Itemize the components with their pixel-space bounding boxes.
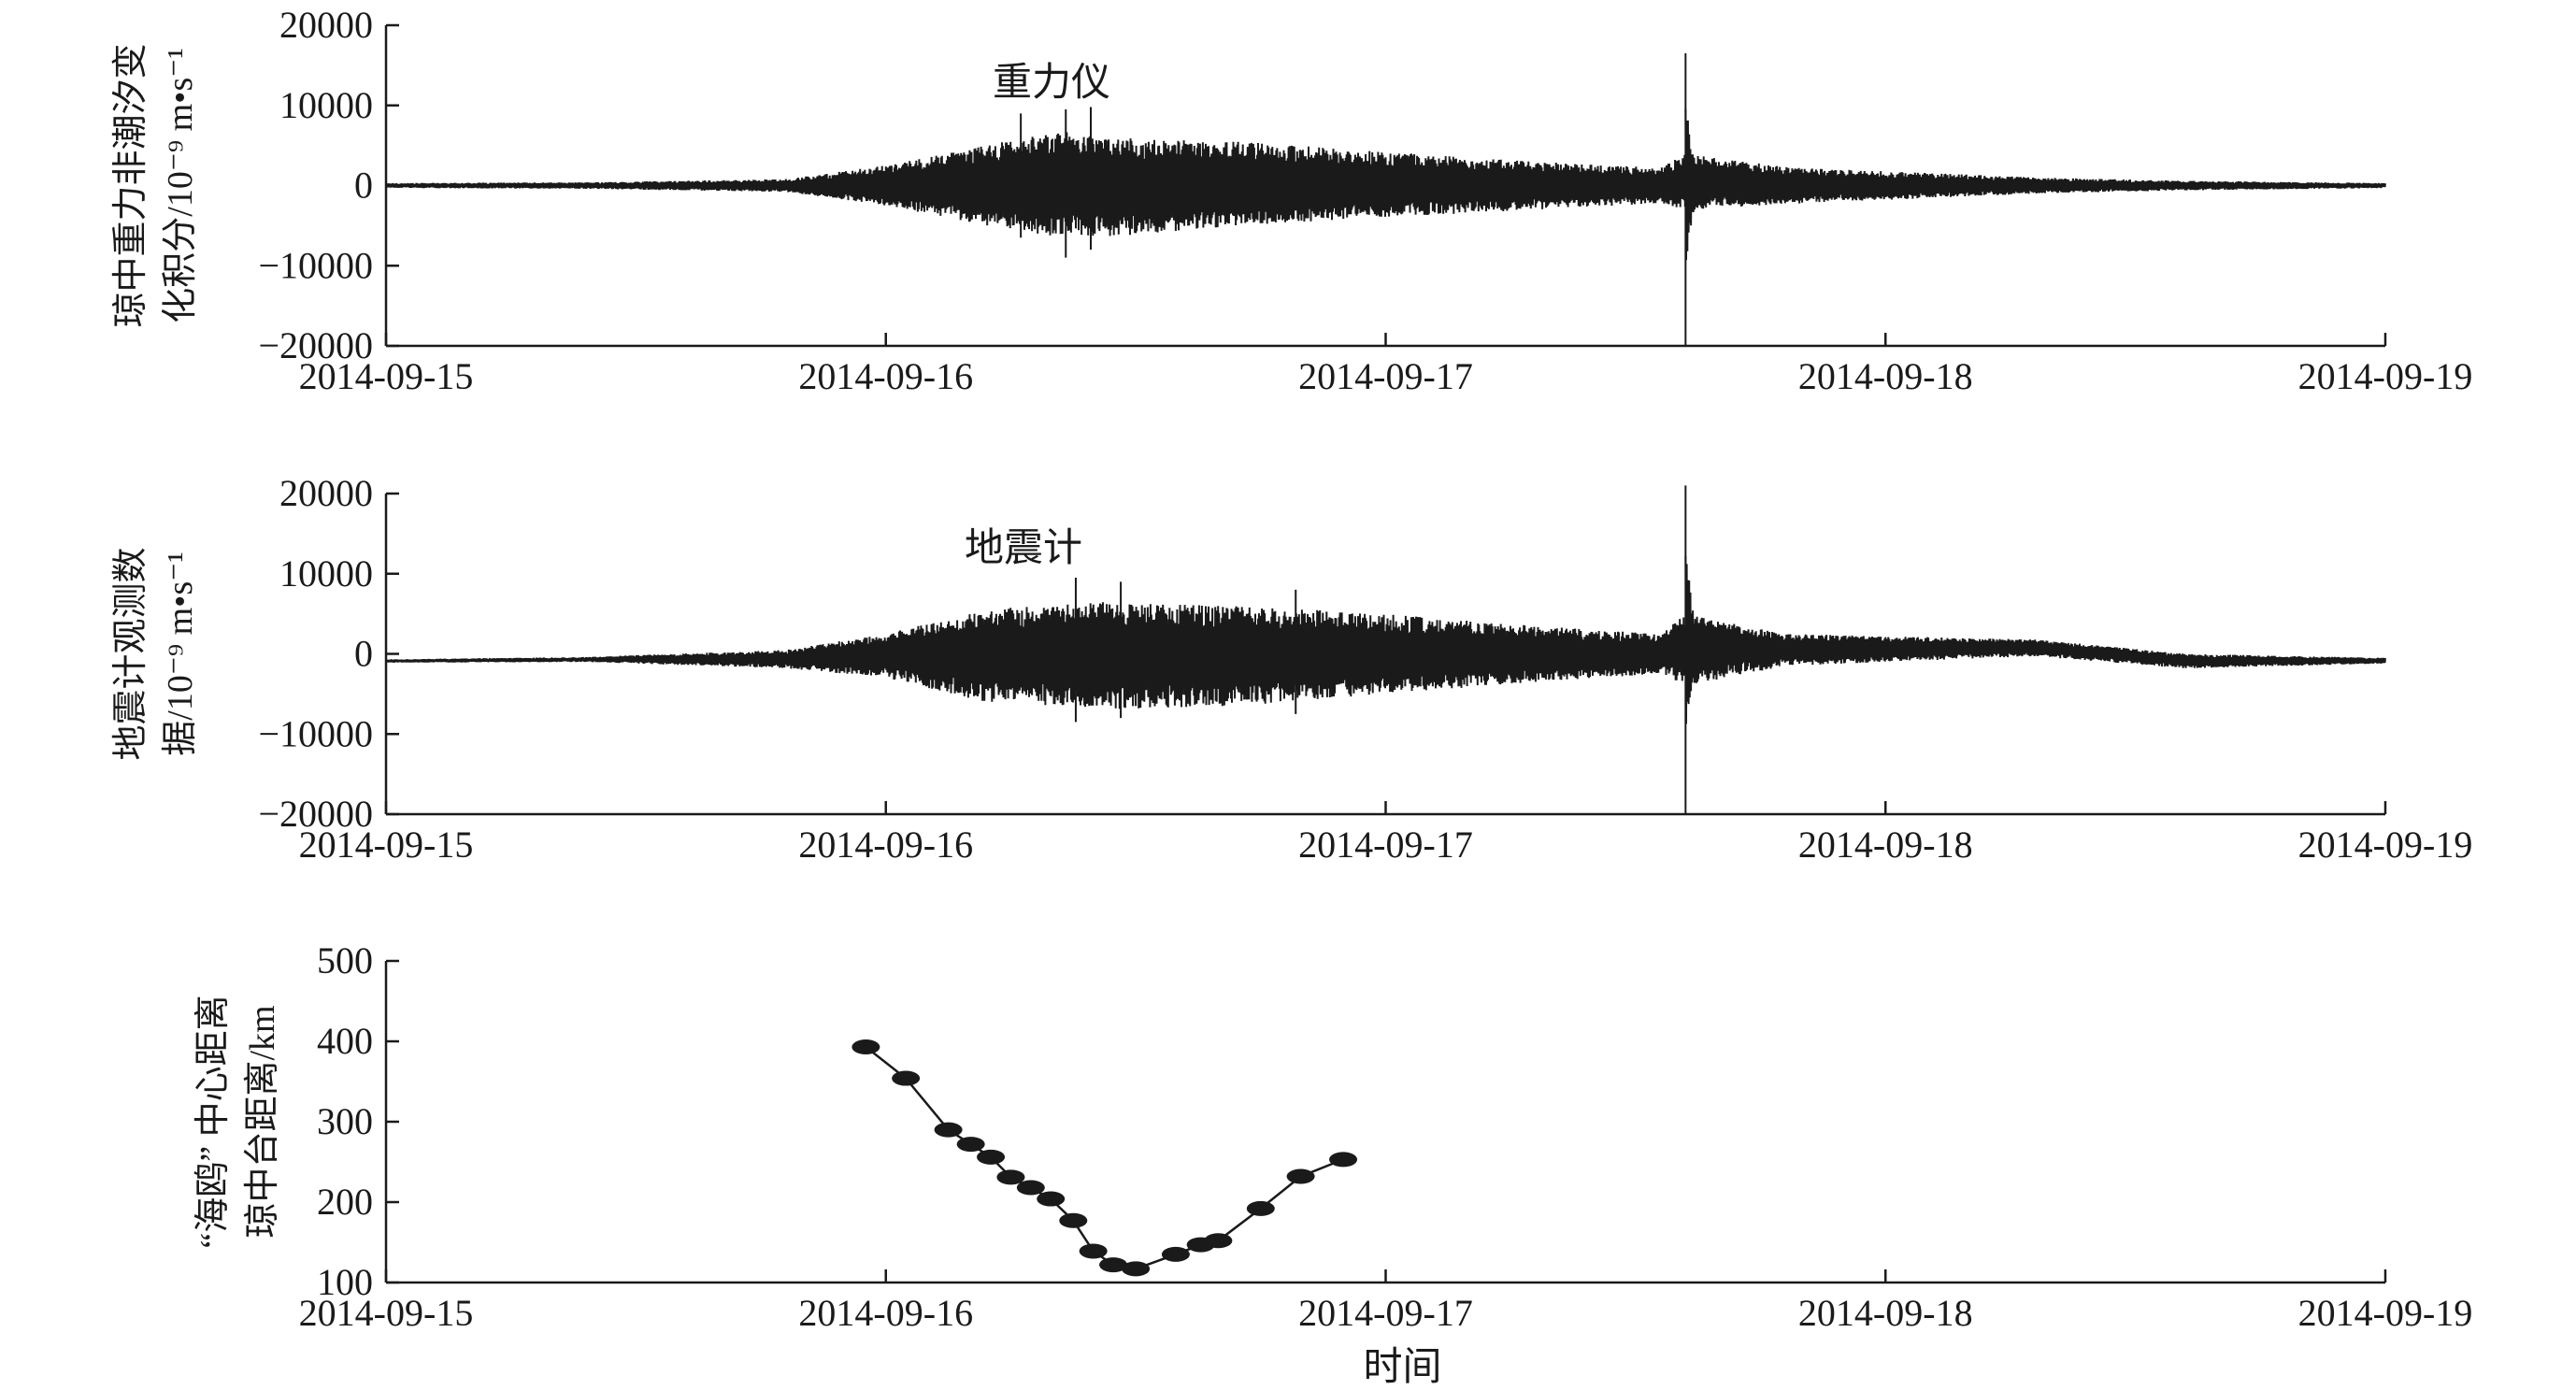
y-tick-label: 100 — [317, 1261, 373, 1303]
y-tick-label: 0 — [354, 633, 373, 675]
y-axis-label-line: 地震计观测数 — [111, 547, 150, 760]
x-tick-label: 2014-09-17 — [1298, 824, 1473, 866]
distance-line — [865, 1046, 1344, 1270]
data-point — [977, 1149, 1006, 1165]
x-tick-label: 2014-09-16 — [798, 824, 973, 866]
y-tick-label: 20000 — [279, 472, 373, 514]
seismometer-label: 地震计 — [965, 527, 1082, 570]
x-tick-label: 2014-09-15 — [299, 824, 474, 866]
x-tick-label: 2014-09-18 — [1798, 1292, 1973, 1334]
x-tick-label: 2014-09-17 — [1298, 355, 1473, 397]
x-tick-label: 2014-09-16 — [798, 1292, 973, 1334]
x-tick-label: 2014-09-19 — [2298, 1292, 2473, 1334]
data-point — [1204, 1233, 1233, 1249]
data-point — [892, 1070, 921, 1086]
y-axis-label-line: 化积分/10⁻⁹ m•s⁻¹ — [161, 48, 200, 322]
data-point — [934, 1122, 963, 1138]
y-tick-label: 10000 — [279, 84, 373, 126]
x-tick-label: 2014-09-18 — [1798, 355, 1973, 397]
data-point — [1037, 1191, 1066, 1207]
data-point — [1161, 1246, 1190, 1262]
y-tick-label: 200 — [317, 1181, 373, 1223]
x-tick-label: 2014-09-17 — [1298, 1292, 1473, 1334]
data-point — [1329, 1152, 1358, 1168]
waveform-trace — [385, 602, 2386, 709]
data-point — [956, 1137, 985, 1153]
data-point — [1099, 1257, 1128, 1273]
gravimeter-label: 重力仪 — [993, 62, 1110, 105]
y-tick-label: −10000 — [258, 244, 373, 286]
data-point — [852, 1039, 880, 1055]
x-axis-label: 时间 — [1363, 1346, 1441, 1389]
y-tick-label: −20000 — [258, 324, 373, 366]
waveform-spike-tail — [1684, 108, 1723, 261]
y-tick-label: 0 — [354, 165, 373, 207]
data-point — [996, 1169, 1025, 1185]
data-point — [1016, 1180, 1045, 1196]
y-axis-label-line: “海鸥” 中心距离 — [193, 995, 233, 1248]
x-tick-label: 2014-09-16 — [798, 355, 973, 397]
y-axis-label-line: 琼中台距离/km — [243, 1005, 282, 1238]
data-point — [1059, 1212, 1088, 1228]
y-tick-label: 400 — [317, 1020, 373, 1062]
data-point — [1122, 1261, 1151, 1277]
x-tick-label: 2014-09-15 — [299, 355, 474, 397]
y-axis-label-line: 据/10⁻⁹ m•s⁻¹ — [161, 552, 200, 755]
x-tick-label: 2014-09-19 — [2298, 355, 2473, 397]
y-tick-label: 10000 — [279, 552, 373, 595]
waveform-spike-tail — [1684, 555, 1723, 724]
x-tick-label: 2014-09-19 — [2298, 824, 2473, 866]
data-point — [1246, 1200, 1275, 1216]
data-point — [1286, 1168, 1315, 1184]
y-tick-label: −20000 — [258, 793, 373, 835]
x-tick-label: 2014-09-18 — [1798, 824, 1973, 866]
y-tick-label: −10000 — [258, 712, 373, 754]
waveform-trace — [385, 132, 2386, 236]
y-tick-label: 20000 — [279, 4, 373, 46]
y-axis-label-line: 琼中重力非潮汐变 — [111, 43, 150, 327]
data-point — [1079, 1243, 1108, 1259]
y-tick-label: 500 — [317, 939, 373, 982]
y-tick-label: 300 — [317, 1100, 373, 1142]
x-tick-label: 2014-09-15 — [299, 1292, 474, 1334]
